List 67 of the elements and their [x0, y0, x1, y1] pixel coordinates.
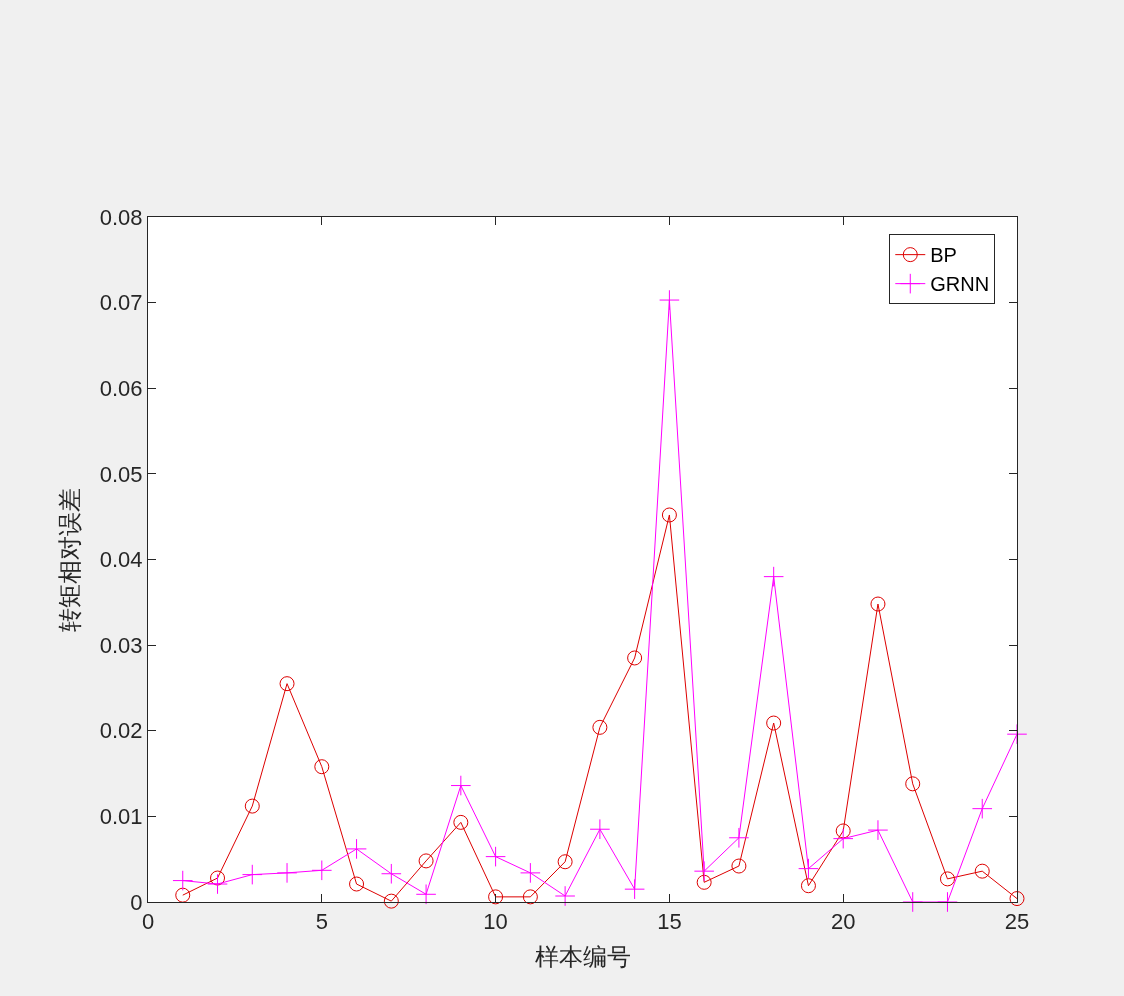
point [800, 878, 816, 894]
point [557, 854, 573, 870]
point [383, 893, 399, 909]
y-tick-label: 0.07 [99, 290, 143, 316]
point [244, 798, 260, 814]
point [311, 860, 333, 881]
point [870, 596, 886, 612]
point [592, 719, 608, 735]
y-tick-label: 0.04 [99, 547, 143, 573]
point [589, 818, 611, 840]
y-tick-label: 0.01 [99, 804, 143, 830]
point [346, 838, 367, 860]
y-tick-label: 0 [130, 889, 143, 915]
point [207, 873, 228, 895]
point [381, 863, 402, 885]
point [937, 891, 958, 913]
x-tick-label: 15 [657, 909, 682, 935]
point [974, 863, 990, 879]
point [241, 864, 263, 885]
point [279, 676, 295, 692]
point [418, 853, 434, 869]
point [832, 828, 854, 849]
point [488, 889, 504, 905]
point [902, 891, 924, 913]
point [693, 860, 715, 882]
legend-label: BP [930, 244, 957, 267]
y-tick-label: 0.08 [99, 204, 143, 230]
point [661, 507, 677, 523]
point [522, 889, 538, 905]
point [971, 798, 993, 819]
point [415, 883, 437, 905]
point [798, 858, 819, 879]
point [731, 858, 747, 874]
point [835, 823, 851, 839]
point [659, 289, 680, 311]
point [728, 827, 750, 849]
point [1009, 891, 1025, 907]
point [554, 885, 576, 907]
point [696, 874, 712, 890]
x-tick-label: 5 [315, 909, 328, 935]
point [763, 566, 784, 587]
point [766, 715, 782, 731]
point [175, 887, 191, 903]
point [314, 759, 330, 775]
point [349, 876, 365, 892]
point [1006, 723, 1028, 745]
point [905, 776, 921, 792]
point [453, 814, 469, 830]
x-axis-title: 样本编号 [534, 942, 631, 971]
point [627, 650, 643, 666]
y-tick-label: 0.05 [99, 461, 143, 487]
point [450, 775, 472, 796]
point [485, 846, 506, 867]
point [624, 878, 645, 900]
point [172, 870, 194, 891]
legend-label: GRNN [930, 273, 990, 296]
point [520, 862, 541, 884]
point [867, 819, 889, 841]
x-tick-label: 10 [483, 909, 508, 935]
point [276, 862, 298, 884]
x-tick-label: 25 [1004, 909, 1030, 935]
y-tick-label: 0.06 [99, 375, 143, 401]
point [939, 871, 955, 887]
y-tick-label: 0.02 [99, 718, 143, 744]
y-axis-title: 转矩相对误差 [55, 487, 84, 632]
x-tick-label: 20 [830, 909, 856, 935]
y-tick-label: 0.03 [99, 632, 143, 658]
